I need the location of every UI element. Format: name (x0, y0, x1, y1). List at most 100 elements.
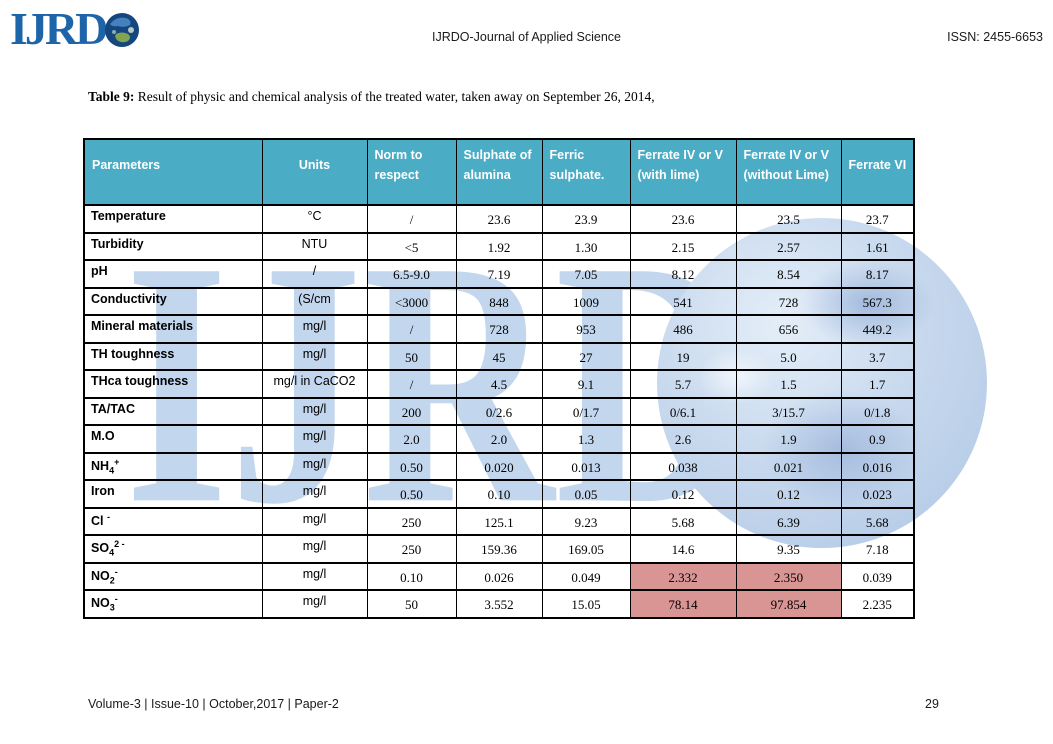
value-cell: 200 (366, 396, 457, 426)
value-cell: <5 (366, 231, 457, 261)
value-cell: 0.038 (629, 451, 737, 481)
value-cell: 0.039 (840, 561, 915, 591)
table-row: Conductivity (S/cm <3000 848 1009 541 72… (83, 286, 915, 316)
units-cell: mg/l (261, 424, 368, 453)
value-cell: 45 (455, 341, 543, 371)
value-cell: 23.6 (629, 204, 737, 233)
parameter-cell: Iron (83, 479, 263, 508)
table-caption: Table 9: Result of physic and chemical a… (88, 89, 655, 105)
value-cell: / (366, 369, 457, 398)
parameter-cell: TA/TAC (83, 396, 263, 426)
value-cell: 5.68 (629, 506, 737, 536)
journal-logo: IJRD (10, 6, 140, 52)
units-cell: mg/l (261, 589, 368, 618)
parameter-cell: THca toughness (83, 369, 263, 398)
value-cell: 8.54 (735, 259, 842, 288)
value-cell: 0.013 (541, 451, 631, 481)
parameter-cell: M.O (83, 424, 263, 453)
value-cell: 125.1 (455, 506, 543, 536)
parameter-cell: Cl - (83, 506, 263, 536)
units-cell: mg/l (261, 534, 368, 563)
value-cell: 6.5-9.0 (366, 259, 457, 288)
value-cell: 0.50 (366, 451, 457, 481)
issn-label: ISSN: 2455-6653 (947, 30, 1043, 44)
parameter-cell: SO42 - (83, 534, 263, 563)
value-cell: 0.50 (366, 479, 457, 508)
value-cell: 0.10 (366, 561, 457, 591)
value-cell: 7.18 (840, 534, 915, 563)
table-row: Temperature °C / 23.6 23.9 23.6 23.5 23.… (83, 204, 915, 233)
table-row: NO3- mg/l 50 3.552 15.05 78.14 97.854 2.… (83, 589, 915, 618)
value-cell: 4.5 (455, 369, 543, 398)
value-cell: 19 (629, 341, 737, 371)
column-header-parameters: Parameters (83, 138, 263, 206)
value-cell: 23.5 (735, 204, 842, 233)
value-cell: / (366, 314, 457, 343)
value-cell: 2.57 (735, 231, 842, 261)
value-cell: / (366, 204, 457, 233)
value-cell: 7.05 (541, 259, 631, 288)
value-cell: 848 (455, 286, 543, 316)
value-cell: 0/1.7 (541, 396, 631, 426)
value-cell: 728 (735, 286, 842, 316)
journal-name: IJRDO-Journal of Applied Science (432, 30, 621, 44)
column-header-ferric-sulphate: Ferric sulphate. (541, 138, 631, 206)
value-cell: 250 (366, 534, 457, 563)
value-cell: 0.049 (541, 561, 631, 591)
value-cell: 0.026 (455, 561, 543, 591)
units-cell: NTU (261, 231, 368, 261)
footer-citation: Volume-3 | Issue-10 | October,2017 | Pap… (88, 697, 339, 711)
units-cell: / (261, 259, 368, 288)
units-cell: mg/l in CaCO2 (261, 369, 368, 398)
value-cell: 728 (455, 314, 543, 343)
value-cell: 0.10 (455, 479, 543, 508)
value-cell: 2.332 (629, 561, 737, 591)
value-cell: 6.39 (735, 506, 842, 536)
value-cell: 169.05 (541, 534, 631, 563)
table-row: Mineral materials mg/l / 728 953 486 656… (83, 314, 915, 343)
value-cell: 23.7 (840, 204, 915, 233)
value-cell: 541 (629, 286, 737, 316)
water-analysis-table: Parameters Units Norm to respect Sulphat… (83, 138, 915, 619)
table-row: NO2- mg/l 0.10 0.026 0.049 2.332 2.350 0… (83, 561, 915, 591)
value-cell: 9.1 (541, 369, 631, 398)
parameter-cell: Conductivity (83, 286, 263, 316)
value-cell: 2.0 (366, 424, 457, 453)
units-cell: mg/l (261, 396, 368, 426)
table-row: M.O mg/l 2.0 2.0 1.3 2.6 1.9 0.9 (83, 424, 915, 453)
parameter-cell: pH (83, 259, 263, 288)
units-cell: mg/l (261, 451, 368, 481)
value-cell: 0/6.1 (629, 396, 737, 426)
value-cell: 0.016 (840, 451, 915, 481)
value-cell: 0.021 (735, 451, 842, 481)
column-header-norm: Norm to respect (366, 138, 457, 206)
value-cell: 5.68 (840, 506, 915, 536)
value-cell: 50 (366, 341, 457, 371)
parameter-cell: NH4+ (83, 451, 263, 481)
value-cell: 486 (629, 314, 737, 343)
logo-text: IJRD (10, 3, 108, 54)
parameter-cell: TH toughness (83, 341, 263, 371)
value-cell: 7.19 (455, 259, 543, 288)
table-body: Temperature °C / 23.6 23.9 23.6 23.5 23.… (83, 204, 915, 618)
units-cell: mg/l (261, 314, 368, 343)
value-cell: 3.7 (840, 341, 915, 371)
parameter-cell: Temperature (83, 204, 263, 233)
table-row: TA/TAC mg/l 200 0/2.6 0/1.7 0/6.1 3/15.7… (83, 396, 915, 426)
value-cell: 250 (366, 506, 457, 536)
value-cell: 2.0 (455, 424, 543, 453)
value-cell: 449.2 (840, 314, 915, 343)
value-cell: 2.6 (629, 424, 737, 453)
value-cell: 0.9 (840, 424, 915, 453)
units-cell: mg/l (261, 341, 368, 371)
value-cell: 2.235 (840, 589, 915, 618)
value-cell: 9.23 (541, 506, 631, 536)
value-cell: 50 (366, 589, 457, 618)
value-cell: 1.9 (735, 424, 842, 453)
value-cell: 1.5 (735, 369, 842, 398)
value-cell: 15.05 (541, 589, 631, 618)
value-cell: 1.30 (541, 231, 631, 261)
parameter-cell: NO3- (83, 589, 263, 618)
column-header-ferrate-without-lime: Ferrate IV or V (without Lime) (735, 138, 842, 206)
